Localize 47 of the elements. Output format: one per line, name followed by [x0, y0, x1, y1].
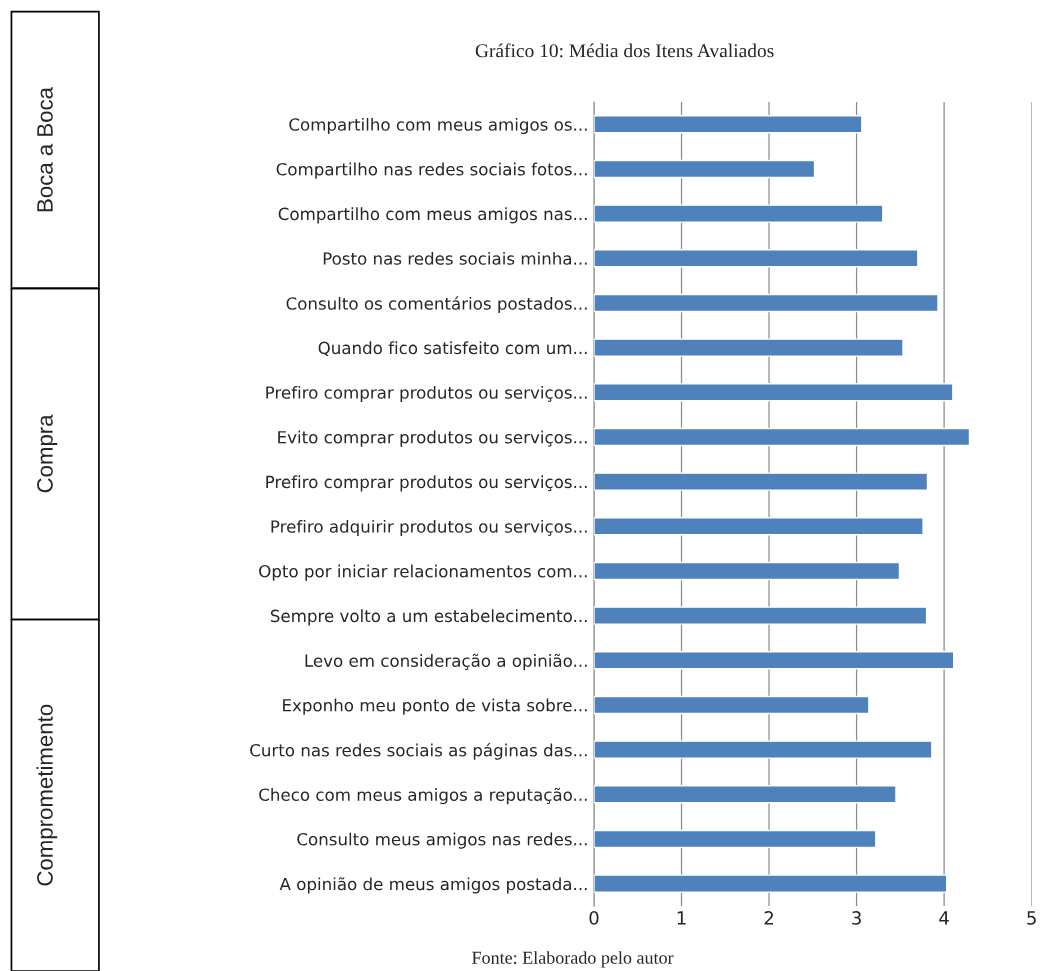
x-tick-label: 2 — [764, 911, 773, 925]
x-tick-label: 1 — [677, 911, 686, 925]
bar — [593, 383, 954, 402]
y-tick-label: Compartilho com meus amigos os... — [289, 117, 587, 135]
bar — [593, 829, 877, 849]
source-note: Fonte: Elaborado pelo autor — [472, 951, 674, 968]
bar — [593, 427, 971, 447]
bar — [593, 651, 955, 670]
y-tick-label: Consulto meus amigos nas redes... — [297, 832, 587, 849]
y-tick-label: Curto nas redes sociais as páginas das... — [250, 742, 587, 760]
y-tick-label: Prefiro comprar produtos ou serviços... — [266, 475, 587, 492]
y-tick-label: Opto por iniciar relacionamentos com... — [259, 564, 587, 581]
bar — [593, 249, 919, 268]
bar — [593, 159, 816, 179]
bar — [593, 874, 948, 893]
y-tick-label: A opinião de meus amigos postada... — [279, 877, 587, 894]
bar — [593, 606, 928, 625]
y-tick-label: Prefiro adquirir produtos ou serviços... — [271, 519, 587, 537]
bar — [593, 338, 904, 357]
bar — [593, 695, 870, 715]
y-tick-label: Consulto os comentários postados... — [286, 296, 587, 314]
bar — [593, 785, 897, 804]
text: Boca a Boca — [37, 87, 53, 212]
x-tick-label: 3 — [852, 911, 861, 925]
bar — [593, 293, 939, 313]
y-tick-label: Exponho meu ponto de vista sobre... — [283, 698, 587, 715]
y-tick-label: Compartilho nas redes sociais fotos... — [276, 162, 587, 179]
y-tick-label: Evito comprar produtos ou serviços... — [278, 430, 587, 447]
y-tick-label: Posto nas redes sociais minha... — [323, 251, 587, 265]
y-tick-label: Sempre volto a um estabelecimento... — [270, 609, 587, 626]
y-tick-label: Checo com meus amigos a reputação... — [259, 787, 587, 805]
y-tick-label: Levo em consideração a opinião... — [305, 653, 587, 671]
y-tick-label: Quando fico satisfeito com um... — [318, 341, 587, 357]
bar — [593, 740, 933, 759]
text: Comprometimento — [36, 704, 58, 886]
x-tick-label: 4 — [939, 911, 949, 925]
bar — [593, 204, 884, 223]
bar — [593, 115, 863, 134]
bar — [593, 517, 924, 536]
y-tick-label: Prefiro comprar produtos ou serviços... — [266, 385, 587, 403]
y-tick-label: Compartilho com meus amigos nas... — [278, 207, 587, 224]
x-tick-label: 5 — [1027, 911, 1036, 925]
chart-title: Gráfico 10: Média dos Itens Avaliados — [475, 43, 774, 58]
text: Compra — [37, 414, 58, 493]
bar — [593, 561, 901, 581]
bar — [593, 472, 929, 491]
x-tick-label: 0 — [589, 911, 599, 925]
